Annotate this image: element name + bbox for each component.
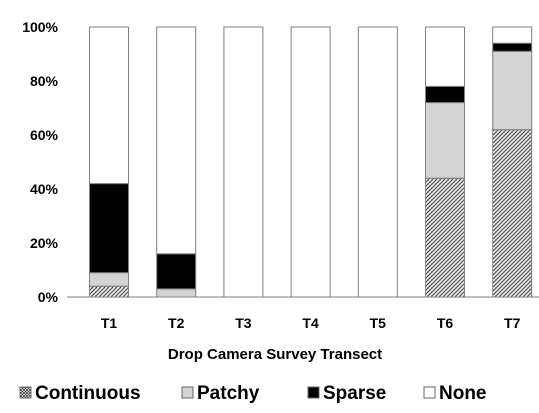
bar-segment-none-t3	[223, 26, 264, 298]
bar-segment-none-t2	[156, 26, 197, 255]
y-tick-label: 60%	[30, 127, 59, 143]
bar-segment-sparse-t7	[492, 42, 533, 52]
bar-segment-patchy-t7	[492, 50, 533, 131]
legend: Continuous Patchy Sparse None	[19, 383, 487, 404]
bar-segment-continuous-t7	[492, 129, 533, 298]
legend-swatch-continuous	[19, 386, 32, 399]
legend-label-patchy: Patchy	[197, 383, 260, 404]
legend-label-sparse: Sparse	[323, 383, 386, 404]
bar-segment-sparse-t6	[425, 85, 465, 104]
x-tick-label: T5	[370, 315, 387, 331]
x-tick-label: T6	[437, 315, 454, 331]
legend-swatch-sparse	[307, 386, 320, 399]
x-tick-label: T2	[168, 315, 185, 331]
y-tick-label: 100%	[22, 19, 58, 35]
y-tick-label: 80%	[30, 73, 59, 89]
bar-segment-patchy-t1	[89, 272, 129, 287]
y-axis-ticks: 0% 20% 40% 60% 80% 100%	[22, 19, 58, 305]
y-tick-label: 20%	[30, 235, 59, 251]
bar-segment-none-t7	[492, 26, 533, 44]
legend-swatch-patchy	[181, 386, 194, 399]
bar-segment-none-t6	[425, 26, 465, 87]
x-tick-label: T1	[101, 315, 118, 331]
legend-label-none: None	[439, 383, 487, 404]
legend-label-continuous: Continuous	[35, 383, 141, 404]
bar-segment-none-t4	[290, 26, 331, 298]
bar-segment-continuous-t1	[89, 285, 129, 298]
y-tick-label: 40%	[30, 181, 59, 197]
bars-group	[89, 26, 533, 298]
x-axis-title: Drop Camera Survey Transect	[168, 346, 382, 363]
bar-segment-sparse-t2	[156, 253, 197, 290]
x-axis-ticks: T1 T2 T3 T4 T5 T6 T7	[101, 315, 521, 331]
y-tick-label: 0%	[38, 289, 59, 305]
bar-segment-sparse-t1	[89, 183, 129, 274]
bar-segment-continuous-t6	[425, 177, 465, 298]
bar-segment-none-t5	[357, 26, 398, 298]
x-tick-label: T4	[302, 315, 319, 331]
legend-swatch-none	[423, 386, 436, 399]
bar-segment-none-t1	[89, 26, 129, 185]
bar-segment-patchy-t6	[425, 102, 465, 179]
x-tick-label: T7	[504, 315, 521, 331]
bar-segment-patchy-t2	[156, 288, 197, 298]
x-tick-label: T3	[235, 315, 252, 331]
